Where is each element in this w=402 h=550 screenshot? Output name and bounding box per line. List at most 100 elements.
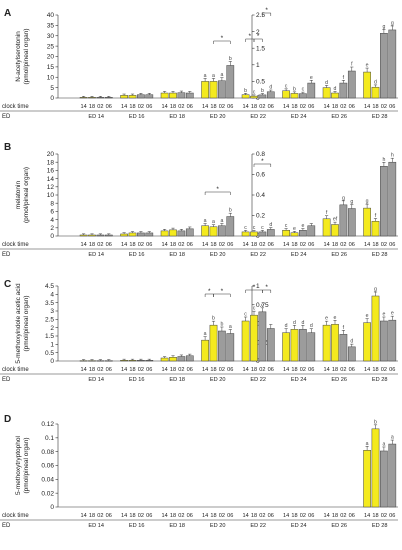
sig-letter: d: [325, 80, 328, 86]
y-tick-label: 15: [47, 64, 55, 71]
sig-star: *: [265, 284, 268, 291]
clock-tick-label: 18: [372, 242, 378, 248]
clock-tick-label: 06: [146, 242, 152, 248]
group-label: ED 14: [88, 523, 104, 529]
y-tick-label: 0.12: [41, 421, 54, 428]
y-tick-right-label: 1.5: [256, 45, 265, 52]
bar: [88, 97, 96, 99]
clock-tick-label: 14: [202, 367, 208, 373]
bar: [388, 161, 397, 237]
y-axis-label: (pmol/pineal organ): [23, 295, 30, 351]
clock-tick-label: 18: [291, 367, 297, 373]
group-label: ED 24: [291, 377, 307, 383]
clock-tick-label: 14: [121, 367, 127, 373]
sig-bracket: [262, 12, 272, 16]
clock-tick-label: 06: [349, 242, 355, 248]
panel-letter: C: [4, 279, 11, 290]
y-tick-label: 40: [47, 12, 55, 19]
clock-tick-label: 02: [340, 104, 346, 110]
sig-letter: e: [366, 313, 369, 319]
bar: [185, 92, 194, 99]
clock-tick-label: 14: [80, 513, 86, 519]
clock-tick-label: 06: [227, 367, 233, 373]
y-tick-label: 14: [47, 176, 55, 183]
bar: [347, 346, 356, 362]
clock-tick-label: 06: [187, 367, 193, 373]
sig-letter: a: [212, 219, 215, 225]
clock-tick-label: 18: [129, 242, 135, 248]
bar: [128, 232, 137, 237]
sig-letter: b: [244, 88, 247, 94]
bar: [120, 95, 128, 99]
clock-tick-label: 14: [161, 513, 167, 519]
clock-tick-label: 02: [381, 242, 387, 248]
y-tick-label: 6: [50, 209, 54, 216]
group-label: ED 28: [372, 523, 388, 529]
y-tick-label: 3.5: [45, 300, 54, 307]
sig-letter: c: [261, 225, 264, 231]
clock-tick-label: 18: [210, 242, 216, 248]
clock-tick-label: 18: [251, 242, 257, 248]
clock-tick-label: 06: [349, 513, 355, 519]
clock-tick-label: 06: [308, 513, 314, 519]
y-tick-label: 20: [47, 54, 55, 61]
ed-label: ED: [2, 377, 11, 383]
bar: [226, 333, 235, 362]
sig-letter: d: [301, 320, 304, 326]
clock-tick-label: 02: [178, 513, 184, 519]
sig-letter: c: [285, 223, 288, 229]
y-tick-label: 0.5: [45, 350, 54, 357]
sig-letter: c: [244, 312, 247, 318]
y-tick-label: 8: [50, 200, 54, 207]
clock-tick-label: 18: [129, 367, 135, 373]
bar: [258, 94, 267, 99]
sig-letter: b: [229, 208, 232, 214]
sig-letter: a: [212, 73, 215, 79]
sig-star: *: [253, 284, 256, 291]
clock-tick-label: 06: [389, 104, 395, 110]
clock-tick-label: 02: [97, 104, 103, 110]
clock-tick-label: 14: [121, 242, 127, 248]
bar: [290, 232, 299, 237]
clock-tick-label: 18: [332, 104, 338, 110]
clock-tick-label: 02: [340, 367, 346, 373]
bar: [380, 450, 388, 508]
group-label: ED 22: [250, 377, 266, 383]
clock-tick-label: 14: [242, 367, 248, 373]
sig-letter: e: [382, 312, 385, 318]
clock-tick-label: 18: [129, 104, 135, 110]
bar: [218, 330, 226, 362]
clock-tick-label: 18: [251, 513, 257, 519]
sig-bracket: [213, 293, 231, 297]
bar: [363, 71, 371, 99]
bar: [145, 232, 154, 237]
bar: [331, 224, 339, 237]
clock-tick-label: 18: [170, 104, 176, 110]
bar: [104, 234, 113, 237]
sig-letter: d: [293, 320, 296, 326]
clock-time-label: clock time: [2, 367, 29, 373]
clock-tick-label: 18: [372, 367, 378, 373]
sig-letter: h: [382, 157, 385, 163]
bar: [266, 328, 275, 362]
sig-bracket: [253, 38, 263, 42]
group-label: ED 26: [331, 252, 347, 258]
clock-tick-label: 18: [372, 104, 378, 110]
group-label: ED 14: [88, 377, 104, 383]
y-tick-right-label: 0.4: [256, 192, 265, 199]
clock-tick-label: 06: [268, 367, 274, 373]
y-tick-label: 4.5: [45, 283, 54, 290]
y-tick-right-label: 0.6: [256, 172, 265, 179]
clock-tick-label: 02: [381, 513, 387, 519]
y-tick-label: 3: [50, 308, 54, 315]
bar: [137, 360, 145, 362]
bar: [209, 226, 218, 237]
bar: [169, 357, 177, 362]
clock-tick-label: 02: [300, 104, 306, 110]
group-label: ED 20: [210, 523, 226, 529]
sig-letter: e: [325, 316, 328, 322]
bar: [363, 322, 371, 362]
sig-letter: c: [244, 225, 247, 231]
clock-tick-label: 02: [381, 367, 387, 373]
bar: [96, 234, 105, 237]
